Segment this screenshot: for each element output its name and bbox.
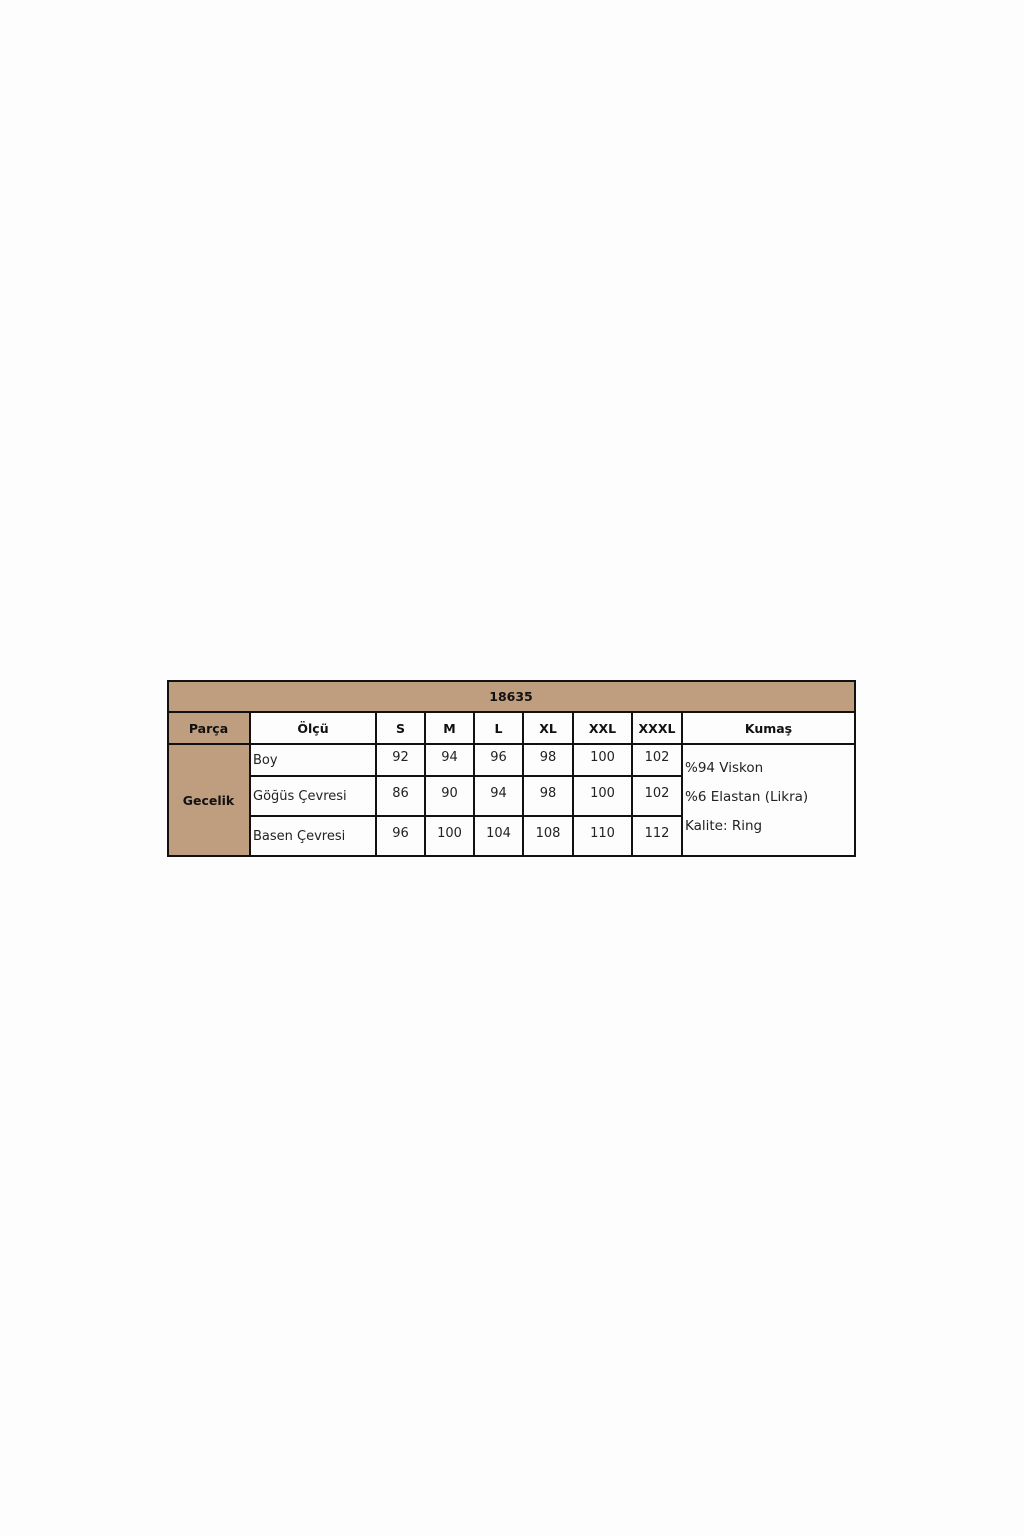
- table-cell: 96: [490, 749, 507, 765]
- table-border: [167, 680, 856, 682]
- table-cell: 102: [644, 785, 670, 801]
- table-border: [250, 815, 682, 817]
- table-cell: 102: [644, 749, 670, 765]
- table-cell: 94: [490, 785, 507, 801]
- fabric-info: %94 Viskon %6 Elastan (Likra) Kalite: Ri…: [684, 746, 854, 856]
- table-border: [854, 680, 856, 857]
- table-border: [522, 711, 524, 857]
- table-border: [167, 743, 856, 745]
- table-border: [250, 775, 682, 777]
- table-cell: 100: [590, 749, 615, 765]
- table-border: [681, 711, 683, 857]
- fabric-line: %94 Viskon: [685, 760, 764, 776]
- table-border: [473, 711, 475, 857]
- table-cell: 112: [644, 826, 670, 841]
- table-cell: 100: [437, 826, 462, 841]
- column-header: M: [443, 720, 456, 736]
- table-border: [631, 711, 633, 857]
- column-header: L: [494, 720, 503, 736]
- table-border: [249, 711, 251, 857]
- table-title: 18635: [167, 680, 855, 712]
- row-label: Boy: [253, 752, 278, 768]
- table-cell: 94: [441, 749, 458, 765]
- table-border: [167, 855, 856, 857]
- row-label: Göğüs Çevresi: [253, 788, 347, 804]
- column-header: XL: [539, 720, 557, 736]
- table-border: [375, 711, 377, 857]
- table-cell: 110: [590, 826, 615, 841]
- fabric-line: Kalite: Ring: [685, 818, 763, 834]
- table-border: [167, 711, 856, 713]
- table-cell: 98: [539, 749, 557, 765]
- table-cell: 96: [392, 826, 409, 841]
- column-header: XXXL: [638, 720, 676, 736]
- table-border: [167, 680, 169, 857]
- column-header: Kumaş: [744, 720, 793, 736]
- table-cell: 90: [441, 785, 458, 801]
- column-header: XXL: [588, 720, 617, 736]
- header-parca: Parça: [167, 712, 250, 744]
- fabric-line: %6 Elastan (Likra): [685, 789, 809, 805]
- table-cell: 92: [392, 749, 409, 765]
- row-label: Basen Çevresi: [253, 829, 346, 844]
- table-border: [424, 711, 426, 857]
- column-header: Ölçü: [297, 720, 329, 736]
- table-border: [572, 711, 574, 857]
- table-cell: 86: [392, 785, 409, 801]
- table-cell: 98: [539, 785, 557, 801]
- table-cell: 108: [535, 826, 561, 841]
- part-name: Gecelik: [167, 744, 250, 857]
- table-cell: 104: [486, 826, 511, 841]
- column-header: S: [395, 720, 405, 736]
- table-cell: 100: [590, 785, 615, 801]
